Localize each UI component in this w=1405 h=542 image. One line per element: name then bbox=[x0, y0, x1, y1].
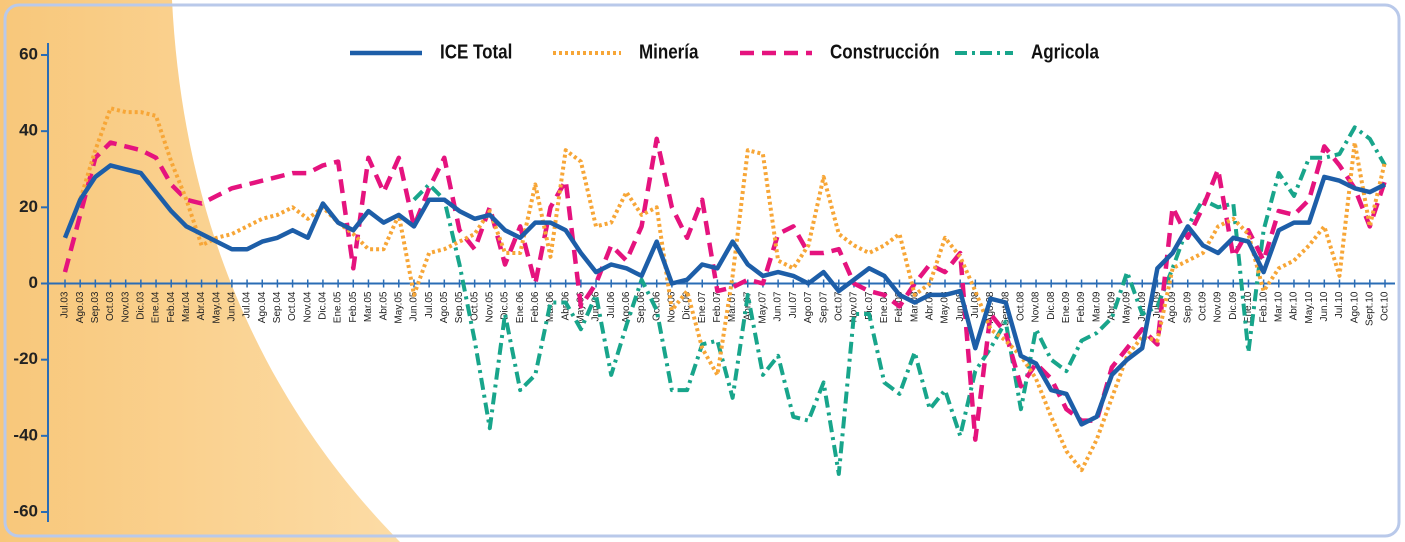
series-line bbox=[412, 125, 1387, 476]
y-tick-label: 0 bbox=[29, 273, 38, 292]
x-tick-label: Nov.06 bbox=[667, 291, 678, 322]
x-tick-label: Oct.10 bbox=[1380, 291, 1391, 321]
x-tick-label: Oct.06 bbox=[651, 291, 662, 321]
x-tick-label: Oct.04 bbox=[287, 291, 298, 321]
x-tick-label: Abr.04 bbox=[196, 291, 207, 320]
x-tick-label: Jul.04 bbox=[242, 291, 253, 318]
x-tick-label: Jun.07 bbox=[773, 291, 784, 321]
x-tick-label: Oct.03 bbox=[105, 291, 116, 321]
x-tick-label: Mar.07 bbox=[727, 291, 738, 322]
x-tick-label: May.10 bbox=[1304, 291, 1315, 323]
x-tick-label: Nov.09 bbox=[1213, 291, 1224, 322]
x-tick-label: Ene.06 bbox=[515, 291, 526, 323]
legend-label: Construcción bbox=[830, 40, 939, 63]
x-tick-label: Mar.10 bbox=[1273, 291, 1284, 322]
x-tick-label: May.09 bbox=[1122, 291, 1133, 323]
y-tick-label: 60 bbox=[19, 44, 38, 63]
x-tick-label: Mar.09 bbox=[1091, 291, 1102, 322]
x-tick-label: Ene.10 bbox=[1243, 291, 1254, 323]
x-tick-label: Sep.03 bbox=[90, 291, 101, 323]
x-tick-label: Jul.07 bbox=[788, 291, 799, 318]
x-tick-label: Feb.10 bbox=[1258, 291, 1269, 323]
x-tick-label: Ago.10 bbox=[1349, 291, 1360, 323]
x-tick-label: Dic.08 bbox=[1046, 291, 1057, 320]
x-tick-label: Abr.05 bbox=[378, 291, 389, 320]
y-tick-label: -40 bbox=[13, 425, 38, 444]
x-tick-label: Jun.05 bbox=[409, 291, 420, 321]
x-tick-label: Ago.08 bbox=[985, 291, 996, 323]
x-tick-label: Sep.04 bbox=[272, 291, 283, 323]
x-tick-label: Sep.09 bbox=[1182, 291, 1193, 323]
x-tick-label: Sept.10 bbox=[1364, 291, 1375, 326]
x-tick-label: Nov.04 bbox=[302, 291, 313, 322]
x-tick-label: Dic.06 bbox=[682, 291, 693, 320]
series-line bbox=[63, 106, 1387, 473]
x-tick-label: Feb.06 bbox=[530, 291, 541, 323]
x-tick-label: Jun.09 bbox=[1137, 291, 1148, 321]
y-tick-label: 40 bbox=[19, 121, 38, 140]
legend-label: Minería bbox=[639, 40, 699, 63]
x-tick-label: Dic.09 bbox=[1228, 291, 1239, 320]
x-tick-label: Jul.08 bbox=[970, 291, 981, 318]
x-tick-label: Ene.05 bbox=[333, 291, 344, 323]
x-tick-label: Nov.08 bbox=[1031, 291, 1042, 322]
x-tick-label: Dic.07 bbox=[864, 291, 875, 320]
x-tick-label: May.07 bbox=[758, 291, 769, 323]
x-tick-label: Ene.04 bbox=[151, 291, 162, 323]
x-tick-label: Nov.07 bbox=[849, 291, 860, 322]
x-tick-label: Jul.03 bbox=[60, 291, 71, 318]
panel-border bbox=[3, 3, 1401, 538]
x-tick-label: Abr.10 bbox=[1289, 291, 1300, 320]
x-tick-label: Jul.05 bbox=[424, 291, 435, 318]
x-tick-label: Sep.07 bbox=[818, 291, 829, 323]
x-tick-label: Jun.08 bbox=[955, 291, 966, 321]
x-tick-label: May.04 bbox=[211, 291, 222, 323]
x-tick-label: Ago.09 bbox=[1167, 291, 1178, 323]
y-tick-label: -20 bbox=[13, 349, 38, 368]
x-tick-label: May.08 bbox=[940, 291, 951, 323]
x-tick-label: Abr.08 bbox=[924, 291, 935, 320]
x-tick-label: Sep.06 bbox=[636, 291, 647, 323]
x-tick-label: Ago.07 bbox=[803, 291, 814, 323]
x-tick-label: Jun.04 bbox=[227, 291, 238, 321]
x-tick-label: Abr.09 bbox=[1107, 291, 1118, 320]
x-tick-label: Jul.10 bbox=[1334, 291, 1345, 318]
x-tick-label: Feb.04 bbox=[166, 291, 177, 323]
x-tick-label: Nov.03 bbox=[120, 291, 131, 322]
series-line bbox=[62, 136, 1388, 442]
x-tick-label: Dic.05 bbox=[500, 291, 511, 320]
x-tick-label: Jun.10 bbox=[1319, 291, 1330, 321]
x-tick-label: Feb.07 bbox=[712, 291, 723, 323]
series-line bbox=[62, 163, 1387, 427]
x-tick-label: Ago.03 bbox=[75, 291, 86, 323]
x-tick-label: Mar.05 bbox=[363, 291, 374, 322]
y-tick-label: -60 bbox=[13, 501, 38, 520]
x-tick-label: Feb.09 bbox=[1076, 291, 1087, 323]
x-tick-label: Ago.05 bbox=[439, 291, 450, 323]
x-tick-label: Oct.05 bbox=[469, 291, 480, 321]
x-tick-label: Sep.05 bbox=[454, 291, 465, 323]
x-tick-label: Feb.05 bbox=[348, 291, 359, 323]
x-tick-label: Ago.04 bbox=[257, 291, 268, 323]
x-tick-label: Ene.07 bbox=[697, 291, 708, 323]
x-tick-label: Oct.08 bbox=[1016, 291, 1027, 321]
x-tick-label: Dic.04 bbox=[318, 291, 329, 320]
x-tick-label: Nov.05 bbox=[484, 291, 495, 322]
x-tick-label: Ago.06 bbox=[621, 291, 632, 323]
x-tick-label: Ene.09 bbox=[1061, 291, 1072, 323]
x-tick-label: Oct.07 bbox=[833, 291, 844, 321]
x-tick-label: Mar.08 bbox=[909, 291, 920, 322]
x-tick-label: Dic.03 bbox=[136, 291, 147, 320]
x-tick-label: Jul.06 bbox=[606, 291, 617, 318]
plot: -60 -40 -20 0 20 40 60 Jul.03 Ago.03 Sep.03 Oct.03… bbox=[13, 40, 1395, 522]
legend-label: ICE Total bbox=[440, 40, 512, 63]
legend-label: Agricola bbox=[1031, 40, 1100, 63]
x-tick-label: Mar.04 bbox=[181, 291, 192, 322]
y-tick-label: 20 bbox=[19, 197, 38, 216]
x-tick-label: May.05 bbox=[393, 291, 404, 323]
x-tick-label: Ene.08 bbox=[879, 291, 890, 323]
x-tick-label: Oct.09 bbox=[1198, 291, 1209, 321]
